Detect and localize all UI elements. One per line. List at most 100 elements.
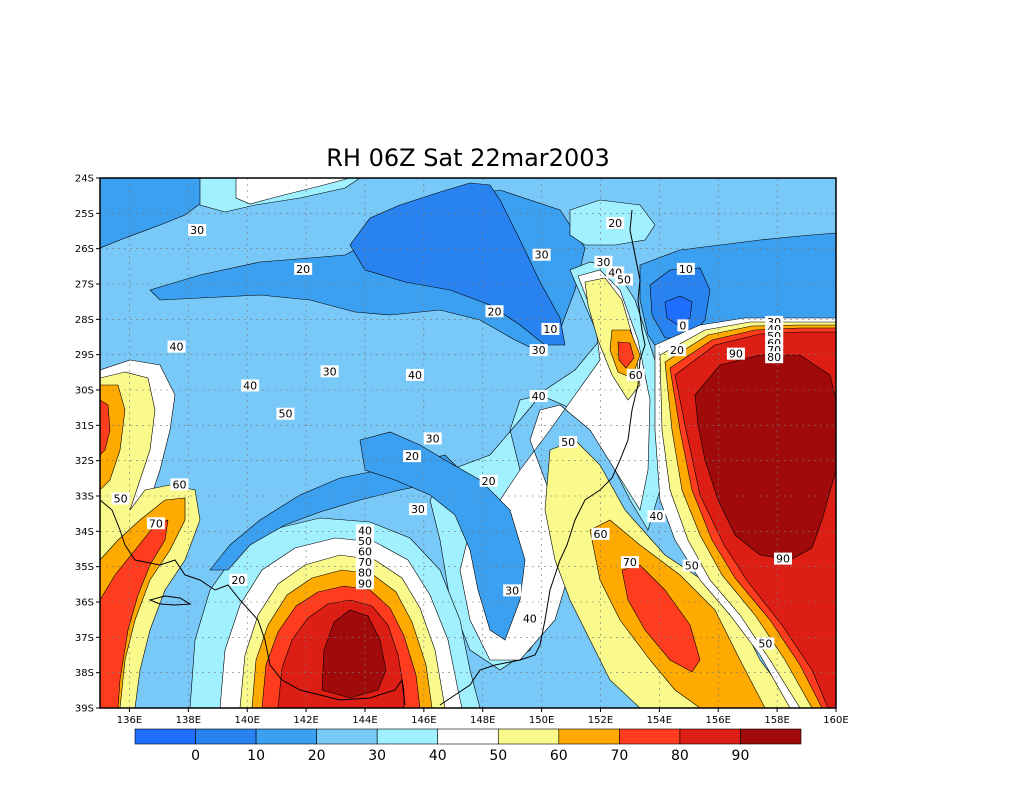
lat-tick-label: 37S [75, 633, 94, 644]
colorbar-label: 70 [610, 748, 628, 764]
lat-tick-label: 28S [75, 315, 94, 326]
contour-label-bg [355, 545, 374, 558]
contour-label-bg [676, 262, 695, 275]
contour-label-bg [682, 559, 701, 572]
contour-label: 40 [170, 341, 184, 354]
contour-label: 50 [114, 493, 128, 506]
contour-label: 20 [231, 574, 245, 587]
rh-fill-70-80 [617, 341, 635, 369]
colorbar: 0 10 20 30 40 50 60 70 80 90 [134, 728, 802, 764]
contour-label: 30 [505, 584, 519, 597]
contour-label: 60 [358, 546, 372, 559]
contour-label: 60 [629, 369, 643, 382]
contour-label-bg [355, 556, 374, 569]
lat-tick-label: 36S [75, 598, 94, 609]
colorbar-swatch [195, 728, 257, 745]
contour-label-bg [591, 527, 610, 540]
contour-label-bg [620, 556, 639, 569]
contour-label-bg [529, 390, 548, 403]
contour-label: 40 [649, 510, 663, 523]
contour-label-bg [765, 351, 784, 364]
lat-tick-label: 24S [75, 174, 94, 185]
colorbar-swatch [558, 728, 620, 745]
contour-label-bg [355, 566, 374, 579]
colorbar-label: 40 [429, 748, 447, 764]
lon-tick-label: 148E [470, 715, 495, 726]
contour-label-bg [320, 365, 339, 378]
contour-label-bg [479, 474, 498, 487]
contour-label: 30 [190, 224, 204, 237]
lon-axis: 136E 138E 140E 142E 144E 146E 148E 150E 152E 154E… [117, 708, 849, 726]
colorbar-swatch [437, 728, 499, 745]
contour-label: 20 [608, 217, 622, 230]
contour-label-bg [355, 534, 374, 547]
contour-label: 20 [296, 263, 310, 276]
contour-label: 40 [532, 390, 546, 403]
contour-label: 40 [243, 379, 257, 392]
contour-label: 30 [532, 344, 546, 357]
contour-label: 0 [679, 319, 686, 332]
contour-label-bg [647, 510, 666, 523]
colorbar-label: 60 [550, 748, 568, 764]
coastline [100, 209, 646, 706]
lon-tick-label: 152E [588, 715, 613, 726]
lat-tick-label: 39S [75, 704, 94, 715]
contour-label: 70 [623, 556, 637, 569]
lat-tick-label: 31S [75, 421, 94, 432]
contour-label: 30 [426, 432, 440, 445]
contour-label: 50 [685, 560, 699, 573]
contour-label: 50 [758, 637, 772, 650]
lat-tick-label: 33S [75, 492, 94, 503]
contour-label-bg [615, 273, 634, 286]
colorbar-swatch [497, 728, 560, 745]
contour-label: 40 [408, 369, 422, 382]
contour-label-bg [503, 584, 522, 597]
contour-label-bg [167, 340, 186, 353]
contour-label-bg [668, 344, 687, 357]
contour-label: 10 [679, 263, 693, 276]
contour-label-bg [529, 344, 548, 357]
contour-label-bg [276, 407, 295, 420]
rh-fill-0-10 [349, 182, 566, 346]
lon-tick-label: 140E [234, 715, 259, 726]
colorbar-swatch [376, 728, 439, 745]
lat-tick-label: 30S [75, 386, 94, 397]
lon-tick-label: 142E [293, 715, 318, 726]
rh-fill-40-50 [235, 178, 351, 205]
contour-label-bg [146, 517, 165, 530]
colorbar-swatch [679, 728, 741, 745]
contour-label-bg [726, 347, 745, 360]
colorbar-label: 80 [671, 748, 689, 764]
contour-label: 90 [776, 553, 790, 566]
colorbar-label: 90 [732, 748, 750, 764]
lon-tick-label: 136E [117, 715, 142, 726]
contour-label-bg [423, 432, 442, 445]
contour-label: 50 [358, 535, 372, 548]
colorbar-swatch [619, 728, 681, 745]
colorbar-label: 30 [368, 748, 386, 764]
contour-label: 30 [535, 249, 549, 262]
contour-label-bg [241, 379, 260, 392]
contour-label: 40 [523, 613, 537, 626]
colorbar-label: 0 [191, 748, 200, 764]
contour-label-bg [774, 552, 793, 565]
contour-label: 50 [617, 273, 631, 286]
lon-tick-label: 160E [823, 715, 848, 726]
rh-fill-above-90 [321, 609, 387, 699]
contour-label: 30 [411, 503, 425, 516]
lon-tick-label: 138E [176, 715, 201, 726]
map-title: RH 06Z Sat 22mar2003 [326, 144, 610, 172]
contour-label: 20 [670, 344, 684, 357]
lat-tick-label: 38S [75, 668, 94, 679]
rh-fill-70-80 [100, 399, 169, 708]
lon-tick-label: 150E [529, 715, 554, 726]
contour-label: 80 [358, 567, 372, 580]
lon-tick-label: 158E [764, 715, 789, 726]
contour-label-bg [229, 573, 248, 586]
contour-label-bg [294, 262, 313, 275]
lon-tick-label: 154E [647, 715, 672, 726]
contour-label-bg [559, 436, 578, 448]
contour-label: 20 [405, 450, 419, 463]
contour-label-bg [626, 368, 645, 381]
